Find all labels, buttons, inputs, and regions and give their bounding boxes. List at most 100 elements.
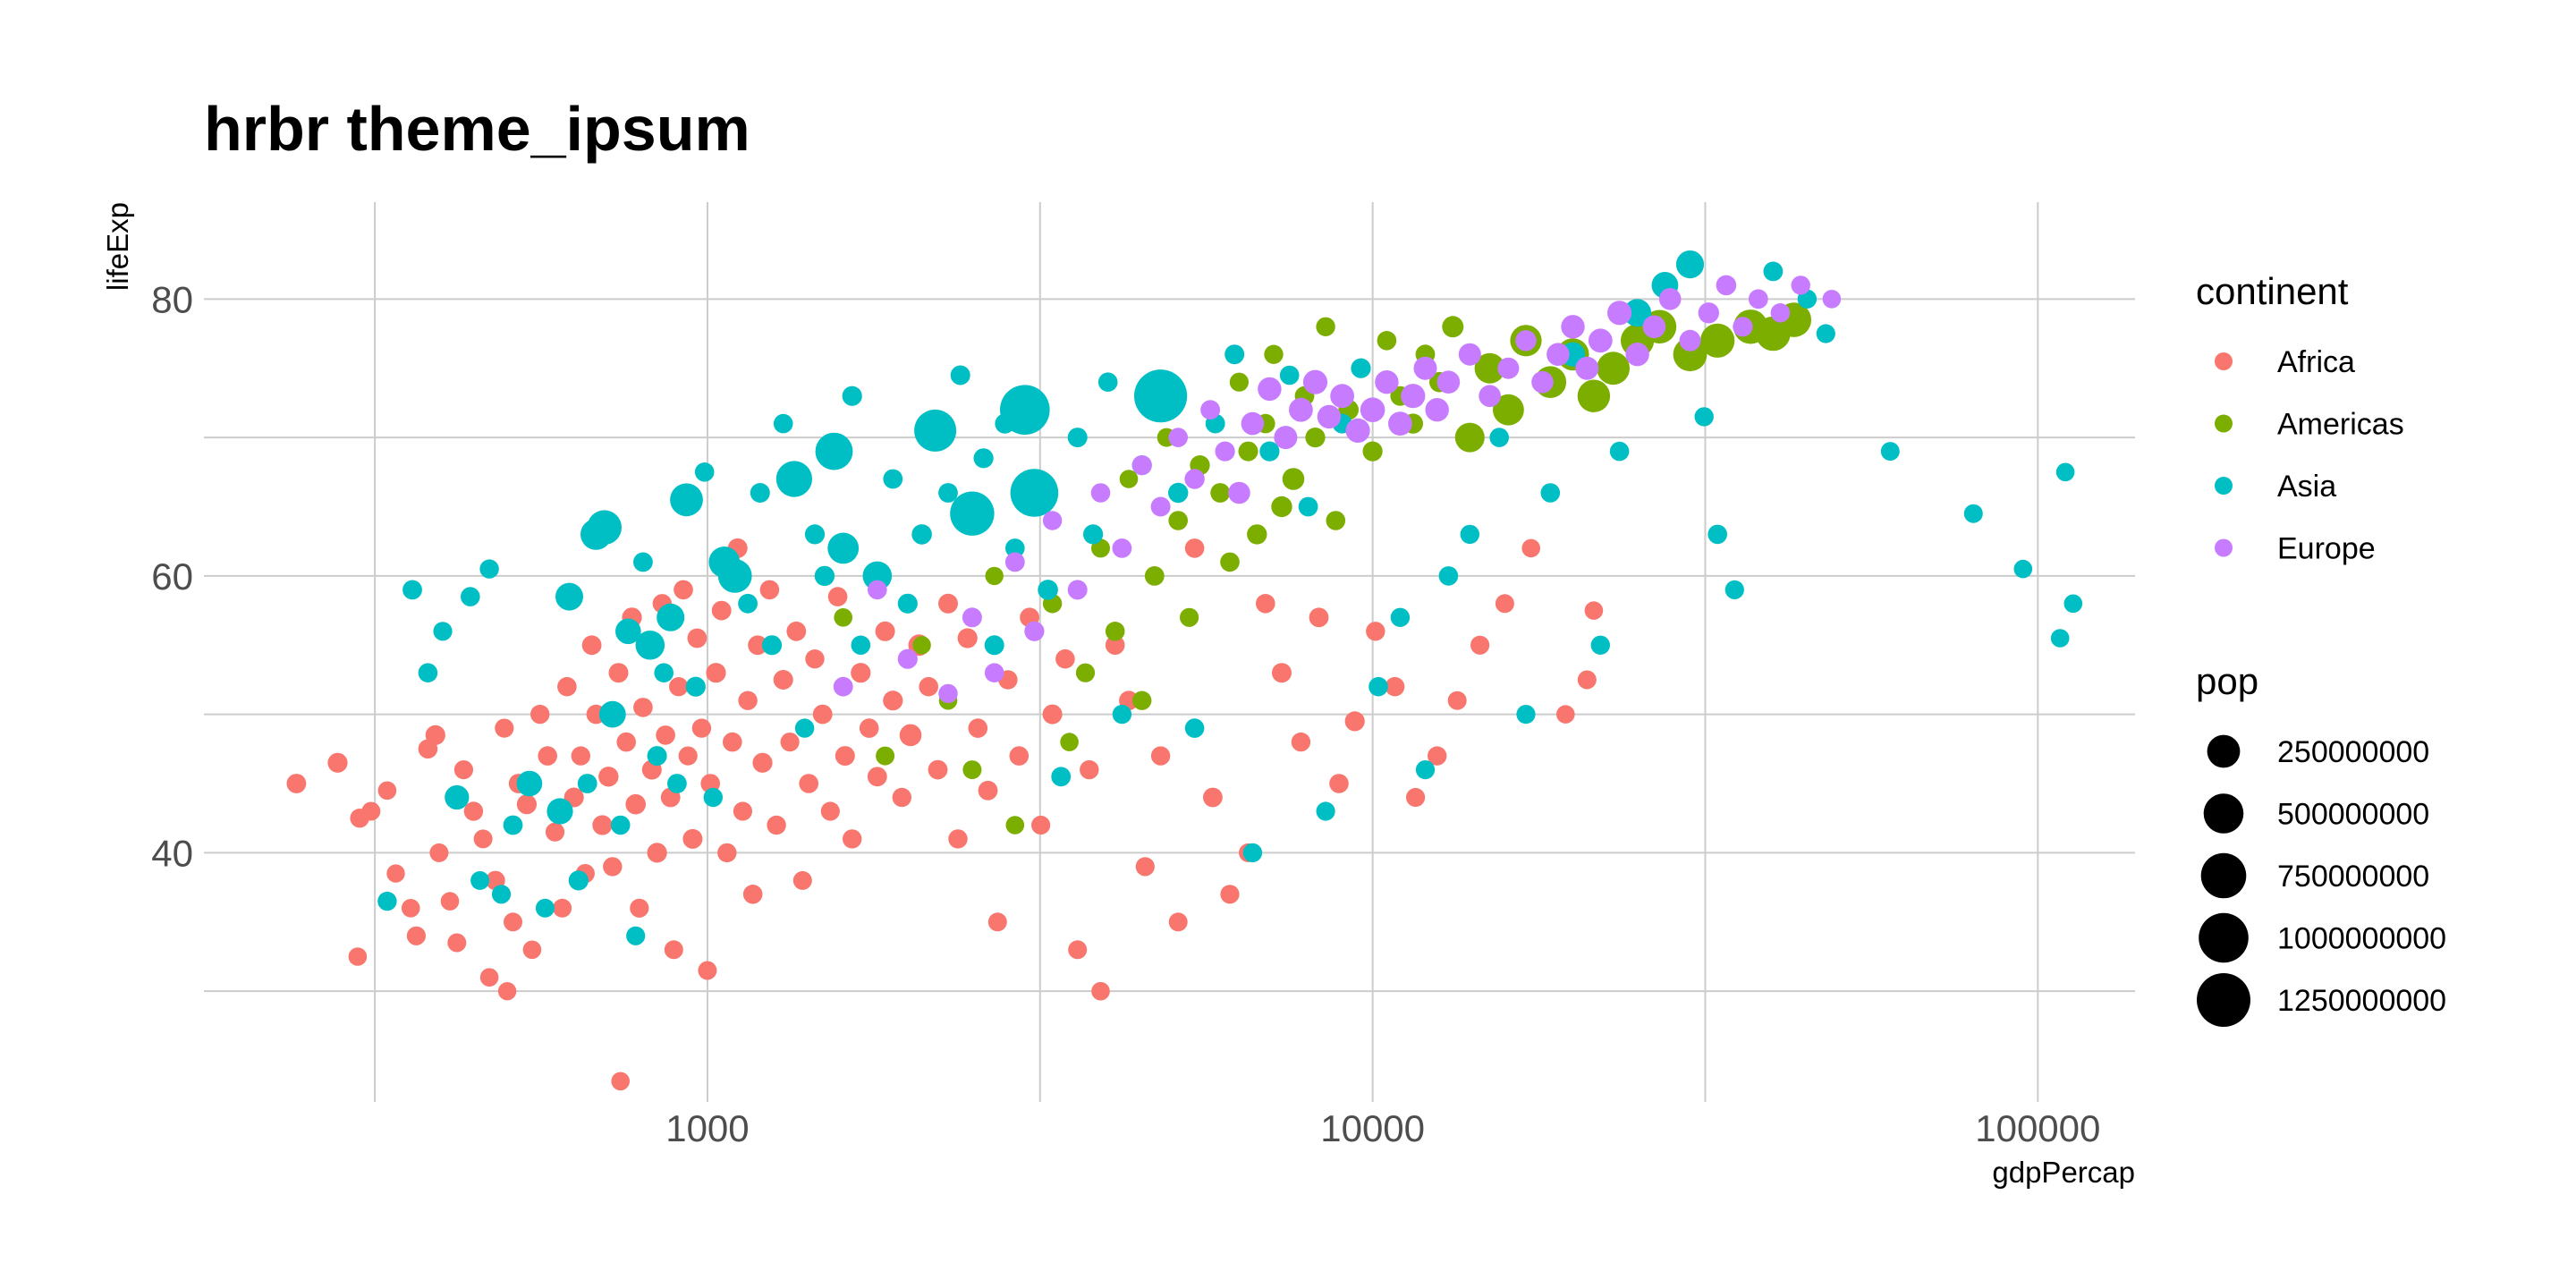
data-point [1075, 663, 1096, 682]
data-point [1458, 343, 1481, 366]
data-point [773, 413, 793, 434]
data-point [2050, 629, 2070, 648]
legend-label: 250000000 [2277, 735, 2429, 769]
data-point [678, 746, 698, 766]
data-point [867, 767, 887, 787]
data-point [1229, 372, 1249, 392]
series-africa [286, 538, 1604, 1091]
data-point [912, 636, 931, 655]
data-point [615, 618, 641, 645]
data-point [1362, 441, 1383, 462]
y-tick-label: 60 [151, 555, 193, 597]
data-point [892, 787, 911, 808]
data-point [1401, 384, 1426, 409]
legend-key [2215, 538, 2233, 557]
data-point [1521, 538, 1540, 558]
data-point [1203, 787, 1223, 808]
data-point [479, 968, 499, 987]
data-point [1112, 538, 1132, 558]
data-point [1264, 344, 1284, 364]
data-point [792, 870, 812, 890]
data-point [1060, 733, 1079, 751]
data-point [1005, 538, 1025, 558]
data-point [1112, 704, 1132, 724]
data-point [1005, 816, 1025, 835]
data-point [611, 1072, 630, 1091]
data-point [495, 718, 514, 738]
data-point [938, 483, 958, 503]
data-point [682, 828, 703, 849]
data-point [1256, 594, 1275, 614]
data-point [1425, 398, 1449, 422]
data-point [647, 746, 667, 767]
data-point [897, 593, 918, 614]
data-point [1575, 356, 1599, 380]
data-point [1460, 524, 1480, 545]
data-point [603, 857, 623, 877]
data-point [804, 524, 826, 545]
data-point [1184, 538, 1205, 558]
data-point [1577, 670, 1597, 690]
legend-label: 1000000000 [2277, 922, 2446, 956]
data-point [742, 885, 763, 904]
data-point [723, 732, 742, 752]
data-point [425, 724, 445, 746]
data-point [401, 899, 420, 918]
legend-label: Americas [2277, 408, 2404, 442]
x-tick-label: 1000 [665, 1107, 749, 1149]
data-point [1329, 774, 1349, 793]
data-point [1042, 511, 1063, 530]
legend-item-americas: Americas [2215, 408, 2404, 442]
data-point [592, 815, 613, 835]
data-point [463, 801, 484, 821]
data-point [1132, 691, 1152, 710]
y-tick-labels: 40 60 80 [151, 278, 193, 874]
data-point [1658, 288, 1682, 310]
data-point [553, 898, 572, 918]
legend-label: 500000000 [2277, 798, 2429, 832]
data-point [1590, 635, 1611, 655]
data-point [647, 843, 667, 863]
data-point [1495, 594, 1514, 614]
data-point [938, 683, 958, 704]
data-point [1748, 289, 1768, 309]
data-point [406, 926, 426, 945]
data-point [805, 649, 825, 669]
data-point [1816, 324, 1835, 343]
data-point [1625, 343, 1649, 367]
data-point [440, 892, 460, 911]
data-point [1135, 857, 1155, 877]
data-point [327, 752, 348, 773]
data-point [1479, 385, 1501, 408]
data-point [654, 663, 674, 682]
data-point [667, 774, 687, 793]
data-point [445, 784, 470, 810]
data-point [914, 409, 957, 452]
legend-label: 750000000 [2277, 860, 2429, 894]
data-point [516, 794, 538, 815]
data-point [348, 947, 368, 966]
data-point [820, 801, 840, 821]
data-point [851, 635, 871, 656]
data-point [1623, 299, 1652, 327]
data-point [630, 898, 649, 918]
data-point [928, 759, 948, 780]
data-point [691, 718, 712, 738]
legend-label: 1250000000 [2277, 984, 2446, 1018]
data-point [1470, 635, 1490, 655]
data-point [2013, 559, 2033, 579]
data-point [664, 940, 683, 960]
data-point [1131, 454, 1152, 476]
data-point [1716, 275, 1737, 296]
data-point [1413, 356, 1437, 380]
data-point [1083, 524, 1104, 545]
series-europe [833, 275, 1842, 704]
data-point [1224, 344, 1245, 365]
data-point [897, 648, 918, 669]
data-point [1770, 303, 1791, 323]
data-point [957, 628, 978, 648]
legend-continent: continent Africa Americas Asia Europe [2196, 270, 2404, 566]
data-point [598, 700, 626, 728]
data-point [1220, 552, 1240, 572]
data-point [1442, 316, 1464, 338]
